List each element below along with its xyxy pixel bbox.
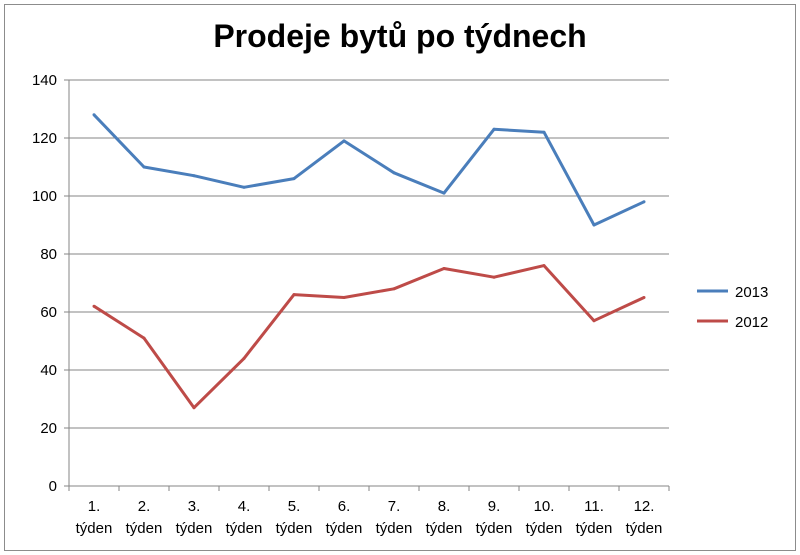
x-tick-label: týden	[576, 520, 613, 537]
x-tick-label: 12.	[634, 498, 655, 515]
data-point-2013	[592, 223, 596, 227]
data-point-2013	[92, 113, 96, 117]
y-tick-label: 100	[32, 188, 57, 205]
x-tick-label: týden	[226, 520, 263, 537]
x-tick-label: 9.	[488, 498, 501, 515]
y-tick-label: 140	[32, 72, 57, 89]
data-point-2013	[642, 200, 646, 204]
data-point-2013	[542, 130, 546, 134]
y-tick-label: 120	[32, 130, 57, 147]
data-point-2013	[242, 185, 246, 189]
x-tick-label: 11.	[584, 498, 604, 515]
x-tick-label: týden	[376, 520, 413, 537]
y-tick-label: 80	[40, 246, 57, 263]
x-tick-label: 3.	[188, 498, 201, 515]
x-tick-label: 2.	[138, 498, 151, 515]
x-tick-label: 6.	[338, 498, 351, 515]
data-point-2013	[292, 177, 296, 181]
x-tick-label: týden	[526, 520, 563, 537]
x-tick-label: 1.	[88, 498, 101, 515]
chart-frame	[4, 4, 796, 551]
data-point-2012	[192, 406, 196, 410]
x-tick-label: týden	[176, 520, 213, 537]
data-point-2012	[642, 296, 646, 299]
data-point-2013	[492, 127, 496, 131]
y-tick-label: 60	[40, 304, 57, 321]
x-tick-label: 10.	[534, 498, 555, 515]
x-tick-label: týden	[426, 520, 463, 537]
x-tick-label: týden	[276, 520, 313, 537]
y-tick-label: 20	[40, 420, 57, 437]
x-tick-label: 8.	[438, 498, 451, 515]
data-point-2012	[292, 293, 296, 297]
legend-label-2013: 2013	[735, 284, 768, 301]
series-line-2013	[92, 113, 645, 227]
data-point-2012	[392, 287, 396, 291]
data-point-2012	[242, 356, 246, 360]
data-point-2013	[142, 165, 146, 169]
legend-label-2012: 2012	[735, 314, 768, 331]
y-tick-label: 0	[49, 478, 57, 495]
chart-title: Prodeje bytů po týdnech	[213, 18, 587, 54]
x-tick-label: týden	[326, 520, 363, 537]
data-point-2012	[442, 267, 446, 270]
series-line-2012	[93, 264, 645, 410]
data-point-2013	[442, 191, 446, 195]
x-tick-label: týden	[626, 520, 663, 537]
data-point-2012	[92, 304, 96, 308]
data-point-2013	[342, 139, 346, 143]
data-point-2013	[392, 171, 396, 175]
data-point-2012	[142, 336, 146, 340]
data-point-2012	[542, 264, 546, 268]
data-point-2012	[342, 296, 346, 299]
x-tick-label: 7.	[388, 498, 401, 515]
data-point-2012	[492, 275, 496, 279]
x-tick-label: týden	[76, 520, 113, 537]
x-tick-label: týden	[476, 520, 513, 537]
x-tick-label: 5.	[288, 498, 301, 515]
x-tick-label: 4.	[238, 498, 251, 515]
data-point-2012	[592, 319, 596, 323]
x-tick-label: týden	[126, 520, 163, 537]
y-tick-label: 40	[40, 362, 57, 379]
data-point-2013	[192, 174, 196, 178]
